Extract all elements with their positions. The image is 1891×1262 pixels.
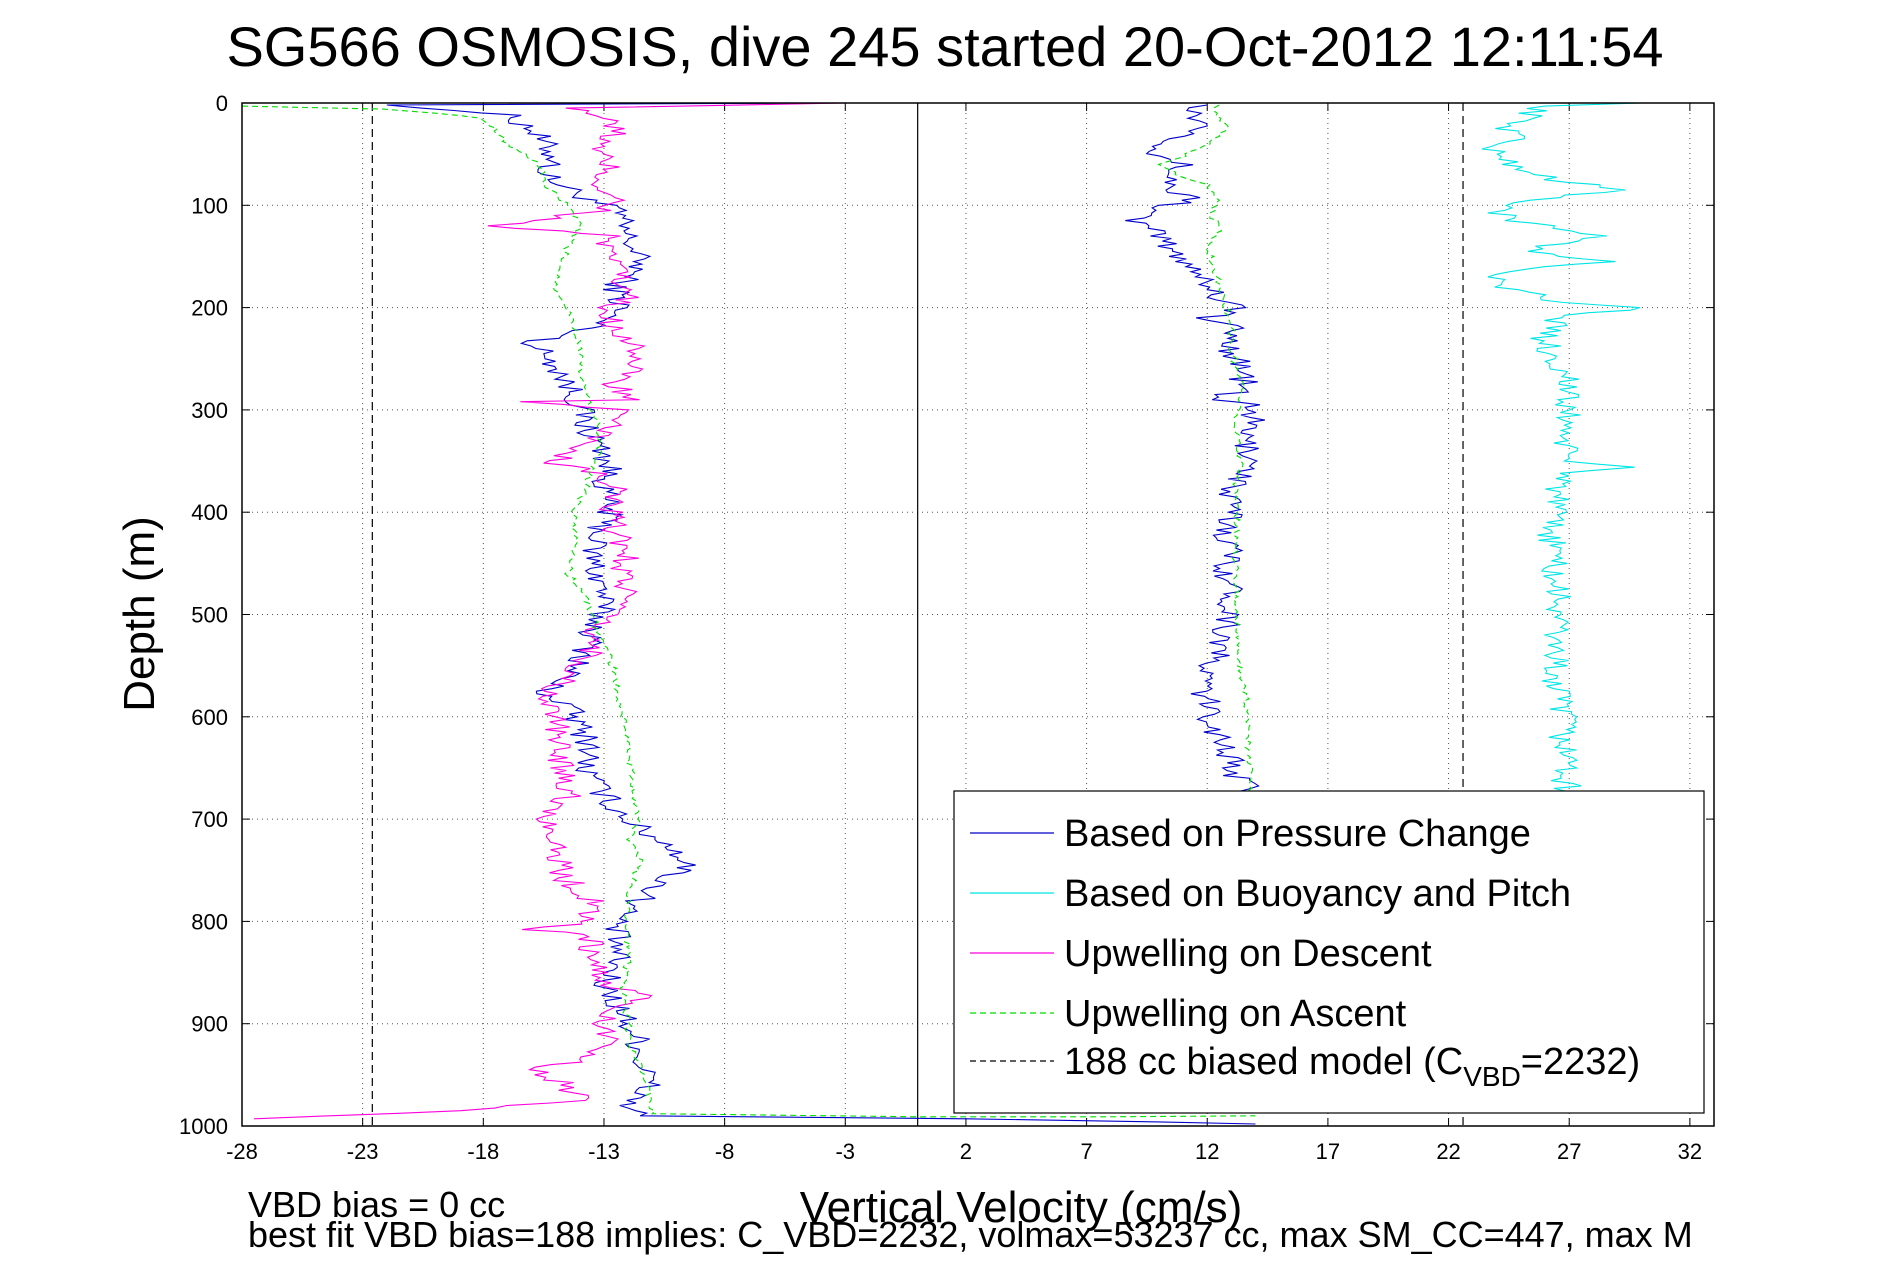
y-tick-labels: 0 100 200 300 400 500 600 700 800 900 1000 bbox=[179, 91, 228, 1139]
x-tick-label: 27 bbox=[1557, 1139, 1581, 1164]
legend-box bbox=[953, 790, 1705, 1114]
legend-label: Upwelling on Ascent bbox=[1064, 993, 1407, 1035]
legend-label: Upwelling on Descent bbox=[1064, 933, 1432, 975]
series-line bbox=[1038, 102, 1642, 794]
x-tick-label: 7 bbox=[1080, 1139, 1092, 1164]
x-axis-label: Vertical Velocity (cm/s) bbox=[800, 1183, 1243, 1232]
series-line bbox=[1157, 104, 1254, 794]
x-tick-label: 17 bbox=[1316, 1139, 1340, 1164]
y-axis-label: Depth (m) bbox=[115, 516, 164, 712]
axes-frame bbox=[241, 102, 1715, 1127]
x-tick-label: 2 bbox=[960, 1139, 972, 1164]
y-tick-label: 600 bbox=[191, 705, 228, 730]
y-tick-label: 800 bbox=[191, 909, 228, 934]
x-tick-label: -23 bbox=[347, 1139, 379, 1164]
series-line bbox=[386, 102, 1256, 1125]
series-line bbox=[241, 105, 1256, 1118]
y-tick-label: 700 bbox=[191, 807, 228, 832]
legend-label: Based on Pressure Change bbox=[1064, 813, 1531, 855]
x-tick-label: -3 bbox=[835, 1139, 855, 1164]
footer-line-1: VBD bias = 0 cc bbox=[248, 1184, 505, 1225]
x-tick-label: -28 bbox=[226, 1139, 258, 1164]
x-tick-label: 32 bbox=[1678, 1139, 1702, 1164]
y-tick-label: 500 bbox=[191, 603, 228, 628]
y-tick-label: 400 bbox=[191, 500, 228, 525]
plot-area bbox=[241, 102, 1642, 1125]
y-tick-label: 200 bbox=[191, 296, 228, 321]
x-tick-label: -13 bbox=[588, 1139, 620, 1164]
y-tick-label: 300 bbox=[191, 398, 228, 423]
x-tick-labels: -28 -23 -18 -13 -8 -3 2 7 12 17 22 27 32 bbox=[226, 1139, 1702, 1164]
series-line bbox=[1125, 104, 1265, 795]
y-tick-label: 1000 bbox=[179, 1114, 228, 1139]
legend: Based on Pressure Change Based on Buoyanc… bbox=[953, 790, 1705, 1114]
y-tick-label: 0 bbox=[216, 91, 228, 116]
chart-title: SG566 OSMOSIS, dive 245 started 20-Oct-2… bbox=[226, 15, 1663, 78]
footer-line-2: best fit VBD bias=188 implies: C_VBD=223… bbox=[248, 1214, 1693, 1255]
y-tick-label: 900 bbox=[191, 1012, 228, 1037]
x-tick-label: 12 bbox=[1195, 1139, 1219, 1164]
x-tick-label: -8 bbox=[715, 1139, 735, 1164]
legend-label: Based on Buoyancy and Pitch bbox=[1064, 873, 1571, 915]
y-tick-label: 100 bbox=[191, 193, 228, 218]
x-tick-label: 22 bbox=[1436, 1139, 1460, 1164]
series-line bbox=[254, 102, 846, 1120]
x-tick-label: -18 bbox=[467, 1139, 499, 1164]
